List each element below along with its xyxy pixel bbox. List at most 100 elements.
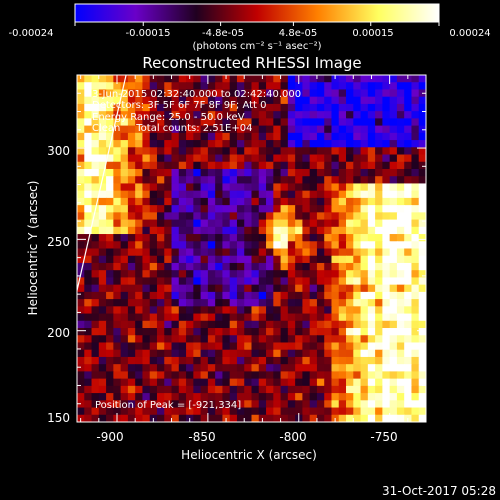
heatmap-cell xyxy=(338,219,347,228)
heatmap-cell xyxy=(244,299,253,307)
heatmap-cell xyxy=(316,393,325,401)
heatmap-cell xyxy=(302,349,311,358)
heatmap-cell xyxy=(186,393,194,401)
heatmap-cell xyxy=(295,132,303,141)
heatmap-cell xyxy=(411,378,420,387)
heatmap-cell xyxy=(389,248,398,257)
heatmap-cell xyxy=(418,226,426,235)
heatmap-cell xyxy=(156,226,165,235)
heatmap-cell xyxy=(338,183,347,192)
heatmap-cell xyxy=(353,75,362,83)
heatmap-cell xyxy=(135,82,144,91)
heatmap-cell xyxy=(135,299,144,307)
heatmap-cell xyxy=(404,183,413,192)
heatmap-cell xyxy=(411,161,420,170)
heatmap-cell xyxy=(302,342,311,351)
heatmap-cell xyxy=(215,205,224,213)
heatmap-cell xyxy=(280,277,289,286)
heatmap-cell xyxy=(127,118,136,127)
heatmap-cell xyxy=(106,320,114,329)
heatmap-cell xyxy=(164,255,173,264)
heatmap-cell xyxy=(244,161,253,170)
heatmap-cell xyxy=(106,262,114,271)
heatmap-cell xyxy=(258,393,267,401)
heatmap-cell xyxy=(331,328,340,336)
heatmap-cell xyxy=(207,414,216,422)
heatmap-cell xyxy=(302,291,311,300)
heatmap-cell xyxy=(135,140,144,148)
heatmap-cell xyxy=(302,190,311,199)
heatmap-cell xyxy=(346,154,354,163)
heatmap-cell xyxy=(251,349,260,358)
heatmap-cell xyxy=(244,197,253,206)
heatmap-cell xyxy=(229,414,238,422)
heatmap-cell xyxy=(367,140,376,148)
heatmap-cell xyxy=(418,234,426,242)
heatmap-cell xyxy=(287,176,296,185)
heatmap-cell xyxy=(396,335,405,344)
heatmap-cell xyxy=(200,205,209,213)
heatmap-cell xyxy=(120,414,129,422)
heatmap-cell xyxy=(113,356,122,365)
heatmap-cell xyxy=(302,197,311,206)
heatmap-cell xyxy=(353,241,362,250)
heatmap-cell xyxy=(302,205,311,213)
heatmap-cell xyxy=(346,219,354,228)
heatmap-cell xyxy=(295,248,303,257)
heatmap-cell xyxy=(331,183,340,192)
heatmap-cell xyxy=(236,89,245,98)
heatmap-cell xyxy=(120,320,129,329)
heatmap-cell xyxy=(338,154,347,163)
heatmap-cell xyxy=(215,168,224,177)
heatmap-cell xyxy=(346,356,354,365)
heatmap-cell xyxy=(127,335,136,344)
heatmap-cell xyxy=(316,234,325,242)
heatmap-cell xyxy=(273,89,282,98)
heatmap-cell xyxy=(346,176,354,185)
heatmap-cell xyxy=(229,371,238,380)
heatmap-cell xyxy=(222,270,231,279)
heatmap-cell xyxy=(309,255,318,264)
heatmap-cell xyxy=(266,132,274,141)
heatmap-cell xyxy=(411,284,420,293)
heatmap-cell xyxy=(207,378,216,387)
heatmap-cell xyxy=(200,291,209,300)
heatmap-cell xyxy=(156,168,165,177)
heatmap-cell xyxy=(207,82,216,91)
heatmap-cell xyxy=(215,89,224,98)
heatmap-cell xyxy=(236,219,245,228)
heatmap-cell xyxy=(396,299,405,307)
heatmap-cell xyxy=(346,299,354,307)
heatmap-cell xyxy=(302,328,311,336)
heatmap-cell xyxy=(186,205,194,213)
heatmap-cell xyxy=(77,96,85,105)
heatmap-cell xyxy=(207,234,216,242)
heatmap-cell xyxy=(229,291,238,300)
heatmap-cell xyxy=(353,385,362,394)
heatmap-cell xyxy=(367,147,376,156)
heatmap-cell xyxy=(367,270,376,279)
heatmap-cell xyxy=(77,342,85,351)
heatmap-cell xyxy=(178,320,187,329)
heatmap-cell xyxy=(106,328,114,336)
heatmap-cell xyxy=(193,147,202,156)
heatmap-cell xyxy=(353,140,362,148)
heatmap-cell xyxy=(156,335,165,344)
heatmap-cell xyxy=(244,277,253,286)
heatmap-cell xyxy=(98,356,107,365)
heatmap-cell xyxy=(127,89,136,98)
heatmap-cell xyxy=(287,291,296,300)
heatmap-cell xyxy=(258,299,267,307)
heatmap-cell xyxy=(91,313,100,322)
heatmap-cell xyxy=(258,291,267,300)
heatmap-cell xyxy=(360,96,369,105)
heatmap-cell xyxy=(98,154,107,163)
heatmap-cell xyxy=(295,197,303,206)
heatmap-cell xyxy=(171,168,180,177)
heatmap-cell xyxy=(258,219,267,228)
heatmap-cell xyxy=(266,255,274,264)
heatmap-cell xyxy=(338,306,347,315)
heatmap-cell xyxy=(266,277,274,286)
heatmap-cell xyxy=(360,328,369,336)
heatmap-cell xyxy=(178,291,187,300)
